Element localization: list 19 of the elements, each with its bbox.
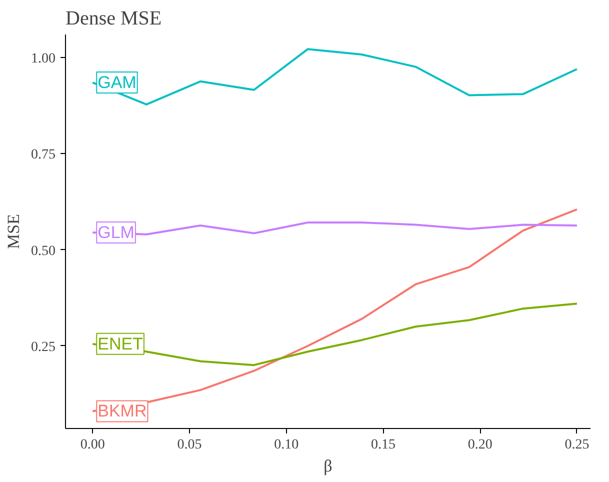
- y-tick-label: 0.75: [31, 148, 56, 163]
- x-axis-title: β: [324, 456, 332, 476]
- series-label: BKMR: [98, 402, 147, 421]
- x-tick-label: 0.00: [80, 438, 105, 452]
- line-series: [92, 302, 578, 366]
- y-tick-label: 0.25: [31, 340, 56, 355]
- chart-title: Dense MSE: [66, 8, 162, 30]
- y-axis-title: MSE: [4, 214, 23, 249]
- y-tick-label: 1.00: [31, 52, 56, 67]
- x-tick-label: 0.20: [468, 438, 492, 452]
- line-series: [92, 48, 578, 106]
- x-tick-label: 0.25: [564, 438, 590, 452]
- y-tick-label: 0.50: [31, 244, 56, 259]
- x-tick-label: 0.10: [274, 438, 299, 452]
- series-label: ENET: [98, 334, 143, 354]
- series-label: GLM: [98, 222, 134, 242]
- x-tick-label: 0.05: [177, 438, 202, 452]
- x-tick-label: 0.15: [370, 438, 396, 452]
- series-label: GAM: [98, 73, 136, 92]
